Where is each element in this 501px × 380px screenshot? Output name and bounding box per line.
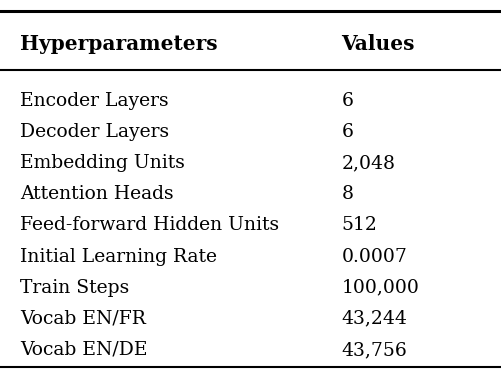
- Text: Vocab EN/DE: Vocab EN/DE: [20, 341, 147, 359]
- Text: 8: 8: [341, 185, 353, 203]
- Text: 43,244: 43,244: [341, 310, 406, 328]
- Text: Hyperparameters: Hyperparameters: [20, 34, 217, 54]
- Text: 100,000: 100,000: [341, 279, 418, 297]
- Text: Vocab EN/FR: Vocab EN/FR: [20, 310, 146, 328]
- Text: Initial Learning Rate: Initial Learning Rate: [20, 247, 216, 266]
- Text: Feed-forward Hidden Units: Feed-forward Hidden Units: [20, 216, 279, 234]
- Text: Attention Heads: Attention Heads: [20, 185, 173, 203]
- Text: Encoder Layers: Encoder Layers: [20, 92, 168, 110]
- Text: Decoder Layers: Decoder Layers: [20, 123, 169, 141]
- Text: 43,756: 43,756: [341, 341, 406, 359]
- Text: Train Steps: Train Steps: [20, 279, 129, 297]
- Text: 2,048: 2,048: [341, 154, 395, 172]
- Text: Embedding Units: Embedding Units: [20, 154, 184, 172]
- Text: 512: 512: [341, 216, 376, 234]
- Text: 0.0007: 0.0007: [341, 247, 406, 266]
- Text: Values: Values: [341, 34, 414, 54]
- Text: 6: 6: [341, 92, 353, 110]
- Text: 6: 6: [341, 123, 353, 141]
